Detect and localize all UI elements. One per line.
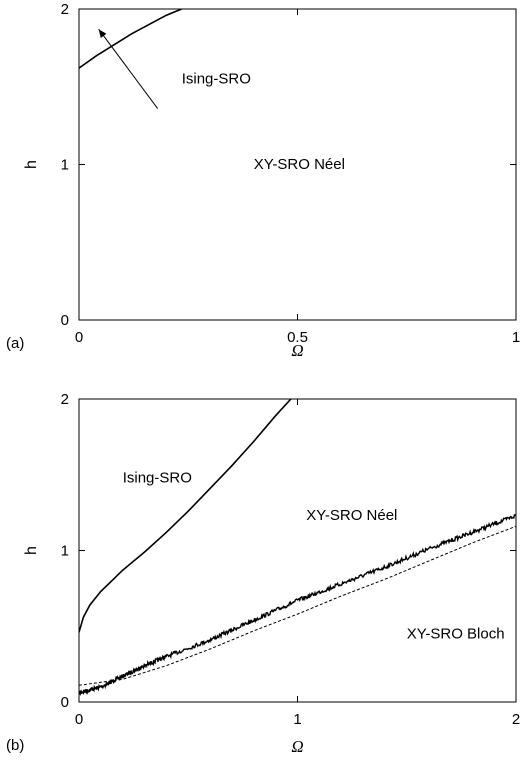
- series-line-thick: [79, 514, 516, 697]
- plot-frame: [78, 398, 517, 703]
- y-axis-label: h: [23, 160, 40, 169]
- y-tick-label: 2: [61, 1, 69, 18]
- region-label: XY-SRO Néel: [306, 507, 397, 524]
- x-axis-label: Ω: [291, 737, 303, 756]
- y-tick-label: 2: [61, 391, 69, 408]
- y-axis-label: h: [23, 546, 40, 555]
- series-line-solid: [79, 9, 183, 69]
- x-tick-label: 2: [512, 711, 520, 728]
- y-tick-label: 0: [61, 694, 69, 711]
- panel-label: (a): [6, 335, 24, 352]
- region-label: Ising-SRO: [123, 469, 192, 486]
- x-tick-label: 1: [293, 711, 301, 728]
- x-tick-label: 1: [512, 329, 520, 346]
- x-tick-label: 0: [75, 329, 83, 346]
- annotation-arrow: [98, 28, 159, 109]
- x-tick-label: 0.5: [287, 329, 308, 346]
- panel-label: (b): [6, 737, 24, 754]
- x-axis-label: Ω: [291, 341, 303, 360]
- y-tick-label: 1: [61, 157, 69, 174]
- x-tick-label: 0: [75, 711, 83, 728]
- y-tick-label: 0: [61, 312, 69, 329]
- chart-panel-a: 0 0.5 1 0 1 2 Ωh (a) Ising-SRO XY-SRO Néel: [6, 1, 520, 360]
- chart-panel-b: 0 1 2 0 1 2 Ωh (b) Ising-SRO XY-SRO Néel XY-SRO Bl…: [6, 391, 520, 756]
- series-line-dashed: [79, 525, 516, 686]
- region-label: Ising-SRO: [182, 71, 251, 88]
- region-label: XY-SRO Néel: [254, 156, 345, 173]
- region-label: XY-SRO Bloch: [407, 625, 505, 642]
- series-line-solid: [79, 399, 292, 633]
- y-tick-label: 1: [61, 543, 69, 560]
- arrow-head: [98, 29, 107, 38]
